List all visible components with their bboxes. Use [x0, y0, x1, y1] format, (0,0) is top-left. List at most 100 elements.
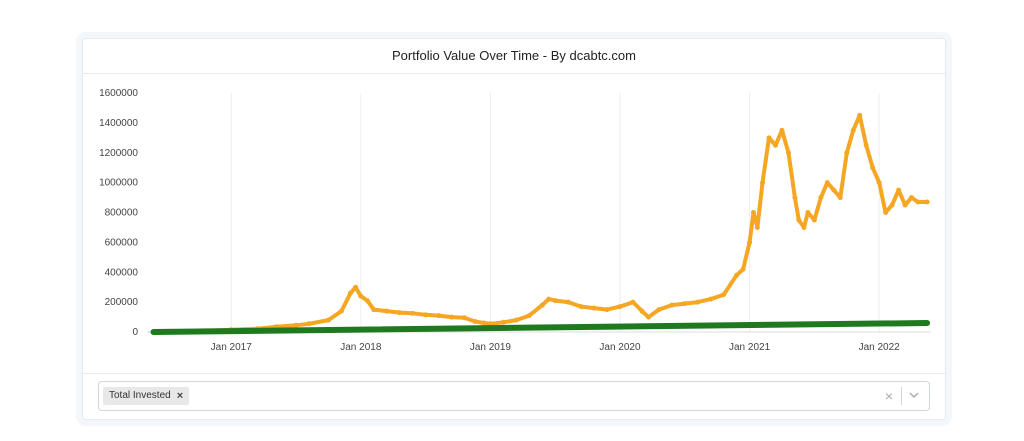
data-point	[708, 296, 714, 302]
data-point	[844, 150, 850, 156]
data-point	[539, 302, 545, 308]
data-point	[669, 302, 675, 308]
data-point	[306, 321, 312, 327]
y-tick-label: 800000	[105, 208, 139, 219]
data-point	[754, 224, 760, 230]
series-line-total-invested	[150, 320, 931, 335]
data-point	[449, 314, 455, 320]
data-point	[760, 180, 766, 186]
divider	[83, 373, 945, 374]
data-point	[750, 210, 756, 215]
data-point	[747, 239, 753, 245]
selected-series-chip: Total Invested ×	[103, 387, 190, 405]
data-point	[818, 195, 824, 201]
data-point	[779, 127, 785, 133]
x-tick-label: Jan 2020	[599, 342, 641, 353]
data-point	[410, 310, 416, 316]
data-point	[604, 307, 610, 313]
data-point	[228, 327, 234, 333]
data-point	[740, 266, 746, 272]
data-point	[546, 296, 552, 302]
chart-card: Portfolio Value Over Time - By dcabtc.co…	[82, 38, 946, 420]
data-point	[630, 299, 636, 305]
data-point	[591, 305, 597, 311]
data-point	[896, 187, 902, 193]
chip-label: Total Invested	[109, 390, 171, 401]
data-point	[857, 112, 863, 118]
data-point	[371, 307, 377, 313]
data-point	[176, 329, 182, 335]
data-point	[552, 298, 558, 304]
data-point	[487, 321, 493, 327]
y-tick-label: 1400000	[99, 118, 138, 129]
data-point	[656, 307, 662, 313]
data-point	[889, 202, 895, 208]
data-point	[358, 293, 364, 299]
data-point	[500, 319, 506, 325]
data-point	[461, 315, 467, 321]
data-point	[766, 135, 772, 141]
data-point	[347, 290, 353, 296]
data-point	[578, 304, 584, 310]
data-point	[883, 210, 889, 215]
data-point	[325, 317, 331, 323]
data-point	[565, 299, 571, 305]
chevron-down-icon[interactable]	[907, 388, 921, 402]
y-tick-label: 400000	[105, 267, 139, 278]
data-point	[364, 298, 370, 304]
data-point	[513, 317, 519, 323]
data-point	[876, 180, 882, 186]
data-point	[695, 299, 701, 305]
x-tick-label: Jan 2021	[729, 342, 771, 353]
data-point	[824, 180, 830, 186]
data-point	[472, 319, 478, 325]
series-select[interactable]: Total Invested × ×	[98, 381, 930, 411]
data-point	[682, 301, 688, 307]
data-point	[526, 313, 532, 319]
chart-title: Portfolio Value Over Time - By dcabtc.co…	[83, 39, 945, 74]
data-point	[202, 328, 208, 334]
data-point	[863, 142, 869, 148]
y-tick-label: 1600000	[99, 88, 138, 99]
data-point	[423, 312, 429, 318]
series-line-portfolio-value	[151, 113, 930, 334]
y-tick-label: 600000	[105, 237, 139, 248]
data-point	[801, 224, 807, 230]
data-point	[811, 217, 817, 223]
data-point	[617, 304, 623, 310]
data-point	[924, 199, 930, 205]
y-tick-label: 0	[132, 327, 138, 338]
data-point	[293, 322, 299, 328]
data-point	[902, 202, 908, 208]
data-point	[915, 199, 921, 205]
data-point	[384, 308, 390, 314]
data-point	[639, 308, 645, 314]
data-point	[785, 150, 791, 156]
data-point	[254, 326, 260, 332]
y-tick-label: 200000	[105, 297, 139, 308]
data-point	[274, 324, 280, 330]
data-point	[805, 210, 811, 215]
data-point	[909, 195, 915, 201]
data-point	[436, 313, 442, 319]
chip-remove-icon[interactable]: ×	[176, 390, 184, 402]
x-tick-label: Jan 2019	[470, 342, 512, 353]
data-point	[150, 329, 156, 335]
data-point	[481, 320, 487, 326]
data-point	[353, 284, 359, 290]
select-separator	[901, 387, 902, 405]
data-point	[646, 314, 652, 320]
data-point	[850, 127, 856, 133]
data-point	[792, 195, 798, 201]
clear-icon[interactable]: ×	[884, 388, 893, 404]
data-point	[796, 217, 802, 223]
data-point	[831, 187, 837, 193]
x-tick-label: Jan 2017	[211, 342, 253, 353]
data-point	[338, 308, 344, 314]
x-tick-label: Jan 2022	[859, 342, 901, 353]
data-point	[870, 165, 876, 171]
data-point	[721, 292, 727, 298]
x-tick-label: Jan 2018	[340, 342, 382, 353]
data-point	[734, 272, 740, 278]
data-point	[837, 195, 843, 201]
